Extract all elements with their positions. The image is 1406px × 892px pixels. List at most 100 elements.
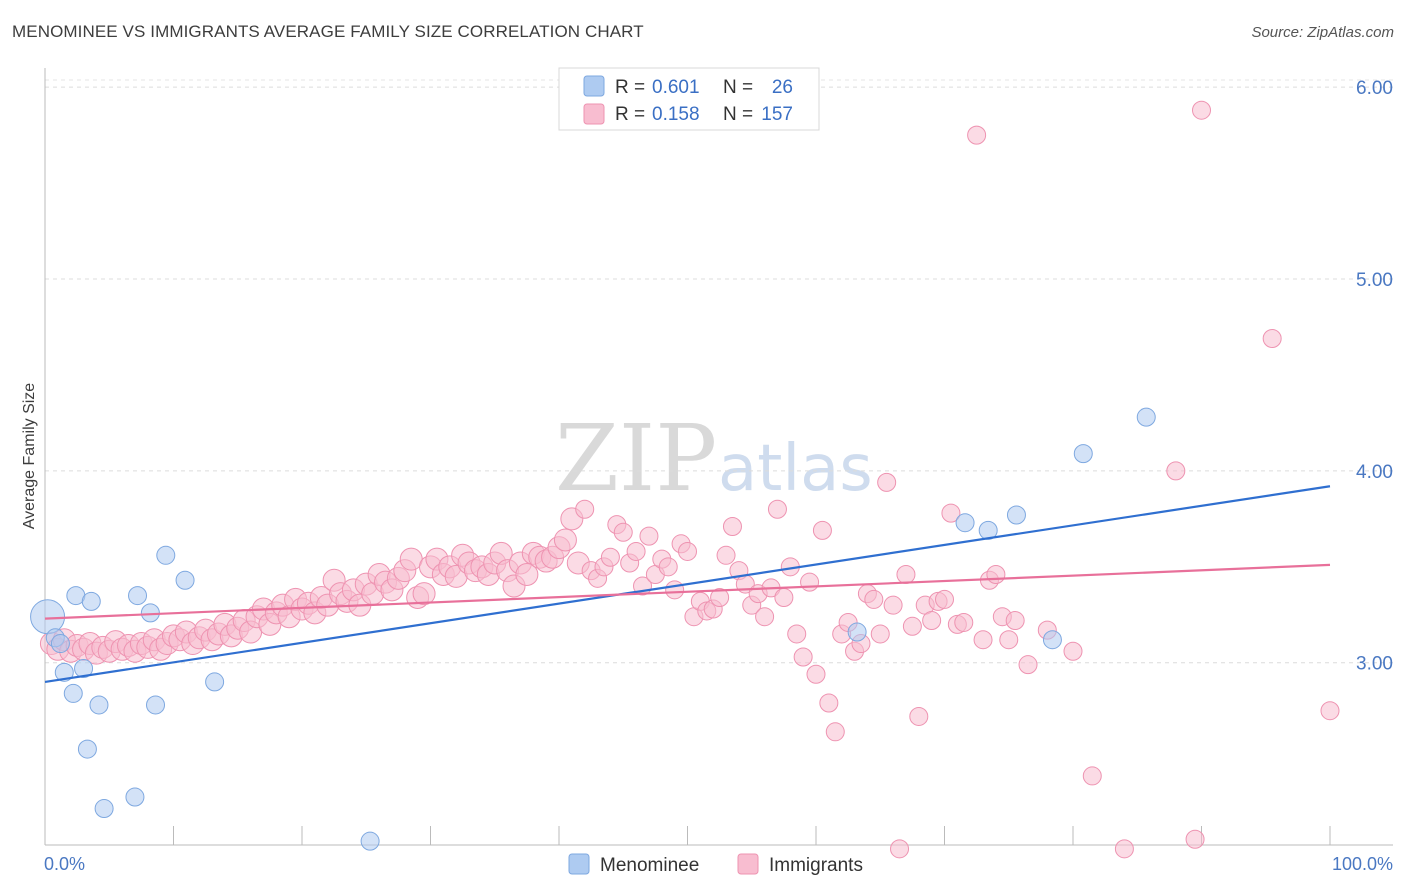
menominee-point	[847, 622, 867, 642]
immigrants-point	[665, 580, 685, 600]
menominee-point	[360, 831, 380, 851]
menominee-point	[156, 545, 176, 565]
immigrants-point	[1005, 611, 1025, 631]
menominee-point	[125, 787, 145, 807]
y-tick-label: 6.00	[1356, 78, 1393, 99]
gridlines	[45, 79, 1393, 664]
bottom-legend-swatch-menominee	[568, 853, 590, 875]
immigrants-point	[806, 664, 826, 684]
menominee-point	[94, 799, 114, 819]
immigrants-point	[973, 630, 993, 650]
immigrants-point	[1262, 329, 1282, 349]
menominee-point	[50, 634, 70, 654]
immigrants-point	[1192, 100, 1211, 120]
y-tick-label: 3.00	[1356, 654, 1393, 675]
immigrants-point	[716, 545, 736, 565]
immigrants-point	[553, 528, 577, 552]
immigrants-point	[678, 541, 697, 561]
immigrants-point	[639, 526, 659, 546]
y-tick-labels: 3.00 4.00 5.00 6.00	[1356, 78, 1393, 675]
immigrants-point	[954, 612, 974, 632]
immigrants-point	[787, 624, 807, 644]
immigrants-trend-line	[44, 563, 1331, 620]
immigrants-point	[793, 647, 813, 667]
immigrants-point	[575, 499, 595, 519]
immigrants-point	[967, 125, 987, 145]
immigrants-point	[1063, 641, 1083, 661]
immigrants-point	[710, 588, 730, 608]
y-tick-label: 5.00	[1356, 270, 1393, 291]
bottom-legend-swatch-immigrants	[737, 853, 759, 875]
menominee-trend-line	[44, 485, 1331, 684]
menominee-point	[1073, 444, 1093, 464]
bottom-legend-label-menominee: Menominee	[600, 855, 699, 876]
menominee-point	[146, 695, 166, 715]
immigrants-point	[1018, 655, 1038, 675]
menominee-point	[30, 599, 66, 635]
legend-n-label-immigrants: N =	[723, 104, 753, 125]
menominee-point	[205, 672, 225, 692]
immigrants-point	[1114, 839, 1134, 859]
axes	[44, 68, 1393, 846]
menominee-point	[54, 662, 74, 682]
correlation-legend: R = 0.601 N = 26 R = 0.158 N = 157	[558, 67, 820, 131]
immigrants-point	[870, 624, 890, 644]
menominee-point	[77, 739, 97, 759]
immigrants-point	[800, 572, 820, 592]
legend-swatch-menominee	[583, 75, 605, 97]
immigrants-point	[896, 564, 916, 584]
menominee-point	[1006, 505, 1026, 525]
immigrants-point	[819, 693, 839, 713]
series-legend: Menominee Immigrants	[568, 853, 863, 876]
immigrants-point	[767, 499, 787, 519]
legend-r-label-immigrants: R =	[615, 104, 645, 125]
menominee-point	[128, 586, 148, 606]
immigrants-point	[399, 547, 423, 571]
immigrants-point	[883, 595, 903, 615]
chart-title: MENOMINEE VS IMMIGRANTS AVERAGE FAMILY S…	[12, 22, 644, 41]
immigrants-point	[986, 564, 1006, 584]
menominee-point	[1136, 407, 1156, 427]
x-ticks	[173, 826, 1331, 845]
immigrants-point	[774, 588, 794, 608]
legend-r-label-menominee: R =	[615, 77, 645, 98]
immigrants-point	[626, 541, 646, 561]
legend-swatch-immigrants	[583, 103, 605, 125]
menominee-point	[74, 658, 94, 678]
immigrants-point	[922, 611, 942, 631]
y-axis-label: Average Family Size	[21, 383, 38, 530]
immigrants-point	[909, 706, 929, 726]
immigrants-point	[613, 522, 633, 542]
immigrants-point	[1166, 461, 1186, 481]
immigrants-point	[935, 589, 954, 609]
immigrants-point	[825, 722, 845, 742]
menominee-point	[63, 683, 83, 703]
immigrants-point	[1082, 766, 1102, 786]
immigrants-point	[1185, 829, 1205, 849]
watermark-atlas: atlas	[718, 432, 873, 506]
immigrants-point	[755, 607, 775, 627]
menominee-point	[81, 591, 101, 611]
watermark-zip: ZIP	[555, 405, 717, 512]
legend-r-value-immigrants: 0.158	[652, 104, 700, 125]
immigrants-point	[999, 630, 1019, 650]
immigrants-point	[722, 517, 742, 537]
y-tick-label: 4.00	[1356, 462, 1393, 483]
bottom-legend-label-immigrants: Immigrants	[769, 855, 863, 876]
menominee-point	[89, 695, 109, 715]
x-tick-label-max: 100.0%	[1332, 854, 1393, 874]
immigrants-point	[412, 582, 436, 606]
source-credit: Source: ZipAtlas.com	[1251, 24, 1394, 41]
immigrants-point	[890, 839, 910, 859]
x-tick-label-min: 0.0%	[44, 854, 85, 874]
menominee-point	[175, 570, 195, 590]
trend-lines	[44, 485, 1331, 684]
immigrants-point	[902, 616, 922, 636]
immigrants-point	[515, 562, 539, 586]
menominee-points	[30, 407, 1156, 851]
legend-n-label-menominee: N =	[723, 77, 753, 98]
immigrants-point	[812, 520, 832, 540]
legend-n-value-menominee: 26	[772, 77, 793, 98]
legend-r-value-menominee: 0.601	[652, 77, 700, 98]
